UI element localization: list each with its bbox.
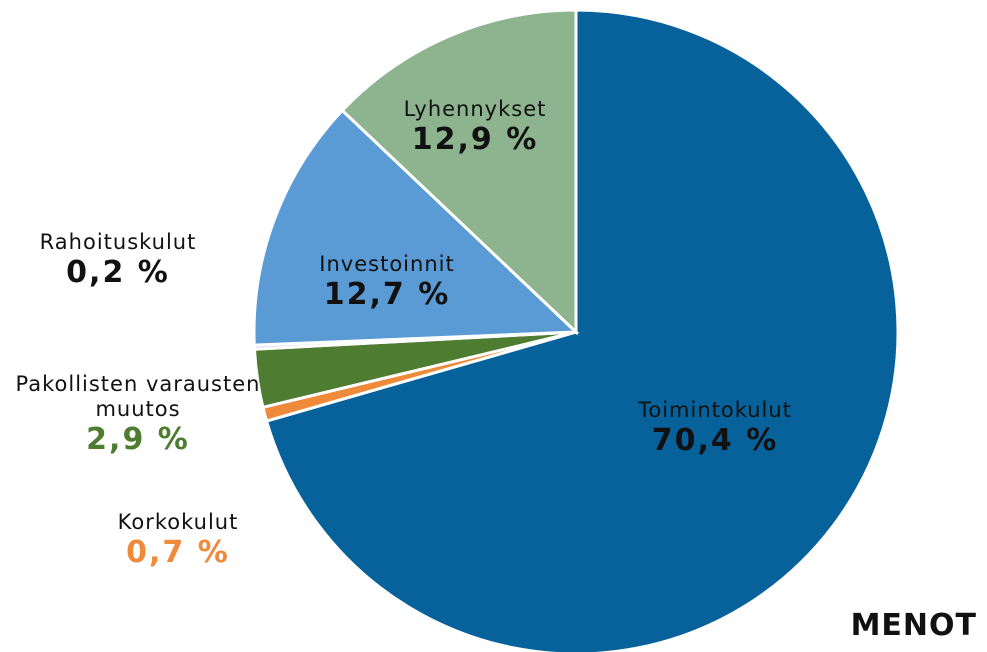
pie-slice — [264, 8, 900, 652]
category-label: Lyhennykset — [403, 97, 547, 121]
value-label: 0,7 % — [126, 535, 230, 571]
category-label: Korkokulut — [117, 510, 239, 534]
category-label: Pakollisten varausten muutos — [15, 372, 261, 422]
pie-slice — [340, 8, 578, 336]
category-label: Toimintokulut — [638, 398, 792, 422]
slice-label: Investoinnit 12,7 % — [319, 252, 454, 313]
pie-slice — [252, 108, 580, 347]
slice-label: Lyhennykset 12,9 % — [404, 97, 547, 158]
slice-label: Rahoituskulut 0,2 % — [40, 230, 197, 291]
slice-label: Korkokulut 0,7 % — [118, 510, 239, 571]
value-label: 70,4 % — [651, 423, 779, 459]
slice-label: Pakollisten varausten muutos 2,9 % — [13, 372, 263, 458]
value-label: 12,7 % — [323, 277, 451, 313]
category-label: Investoinnit — [319, 252, 455, 276]
value-label: 12,9 % — [411, 122, 539, 158]
chart-title: MENOT — [850, 608, 977, 643]
category-label: Rahoituskulut — [39, 230, 197, 254]
value-label: 2,9 % — [86, 422, 190, 458]
slice-label: Toimintokulut 70,4 % — [638, 398, 792, 459]
value-label: 0,2 % — [66, 255, 170, 291]
